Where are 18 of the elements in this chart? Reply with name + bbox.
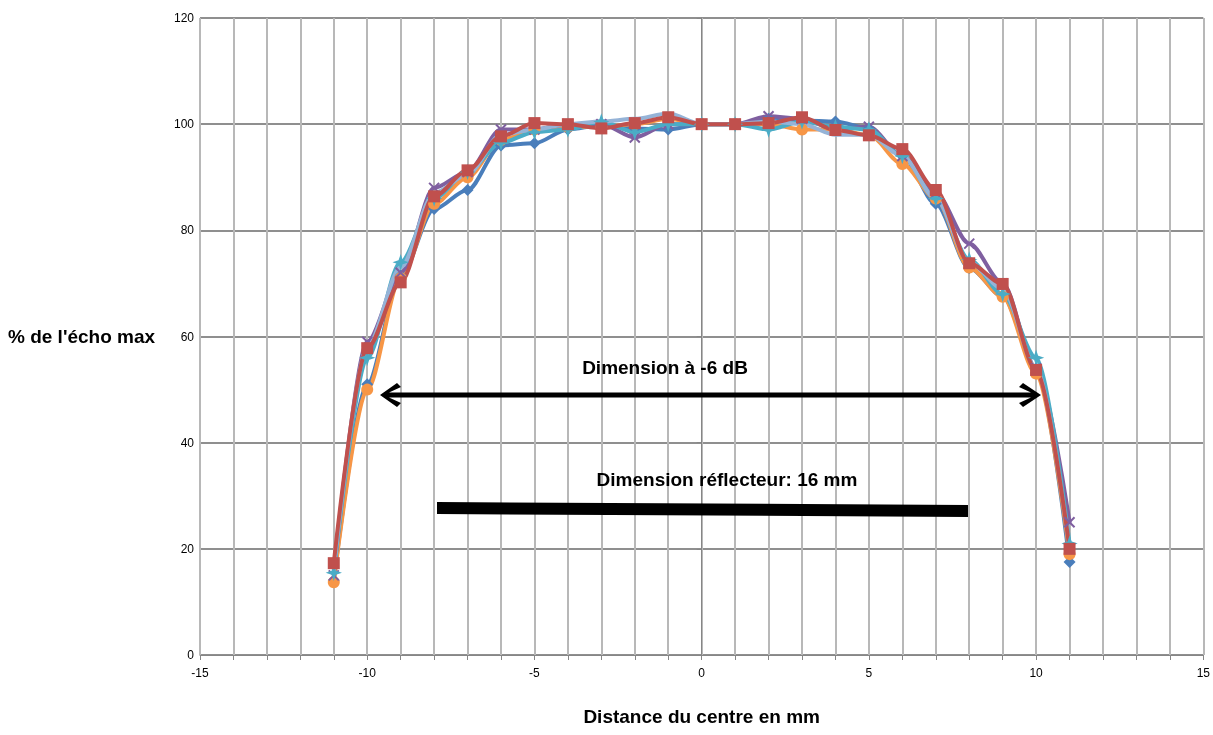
y-axis-title: % de l'écho max [8, 326, 156, 348]
x-tick-label: 0 [698, 666, 706, 680]
y-tick-label: 60 [180, 329, 195, 344]
x-tick-label: 5 [865, 666, 873, 680]
y-tick-label: 120 [173, 11, 195, 25]
y-tick-label: 100 [173, 117, 195, 132]
x-tick-label: 15 [1196, 666, 1211, 680]
annotation: Dimension réflecteur: 16 mm [596, 469, 858, 491]
y-tick-label: 80 [180, 223, 195, 238]
x-tick-label: -10 [358, 666, 377, 680]
x-tick-label: -15 [191, 666, 209, 680]
annotation: Dimension à -6 dB [582, 357, 748, 379]
y-tick-label: 20 [180, 541, 195, 556]
x-tick-label: 10 [1029, 666, 1044, 680]
x-tick-label: -5 [529, 666, 541, 680]
x-axis-title: Distance du centre en mm [583, 706, 820, 727]
y-tick-label: 0 [187, 648, 195, 662]
y-tick-label: 40 [180, 435, 195, 450]
